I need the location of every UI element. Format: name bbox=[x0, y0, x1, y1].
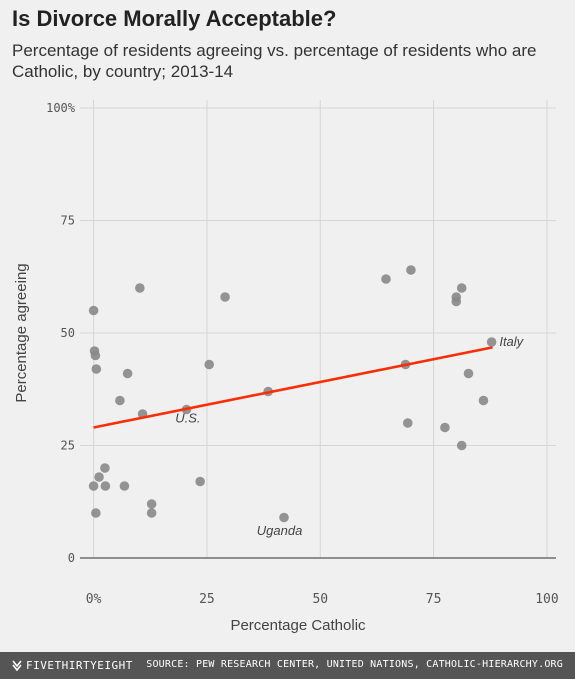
footer-bar: FIVETHIRTYEIGHT SOURCE: PEW RESEARCH CEN… bbox=[0, 652, 575, 679]
data-point bbox=[122, 368, 133, 379]
data-point bbox=[90, 350, 101, 361]
annotation-label: Uganda bbox=[257, 523, 303, 538]
data-point bbox=[119, 481, 130, 491]
trend-line bbox=[93, 346, 493, 429]
data-point bbox=[94, 472, 104, 482]
x-tick-label: 100 bbox=[535, 592, 558, 607]
data-point bbox=[279, 512, 289, 523]
source-note: SOURCE: PEW RESEARCH CENTER, UNITED NATI… bbox=[146, 659, 563, 670]
data-point bbox=[451, 292, 462, 302]
data-point bbox=[100, 481, 111, 491]
data-point bbox=[486, 337, 497, 347]
data-point bbox=[456, 283, 467, 293]
data-point bbox=[91, 508, 101, 518]
brand-label: FIVETHIRTYEIGHT bbox=[26, 659, 133, 672]
annotation-label: Italy bbox=[499, 334, 524, 349]
annotations: Italy U.S. Uganda bbox=[175, 334, 524, 538]
axes: 0 25 50 75 100% 0% 25 50 75 100 Percentage Catholi… bbox=[13, 101, 559, 634]
data-point bbox=[463, 368, 474, 379]
data-point bbox=[402, 418, 413, 428]
x-tick-label: 0% bbox=[86, 592, 102, 607]
annotation-label: U.S. bbox=[175, 411, 200, 426]
data-point bbox=[88, 305, 99, 316]
data-point bbox=[88, 481, 99, 491]
data-point bbox=[406, 265, 416, 275]
data-point bbox=[91, 364, 102, 374]
chart-subtitle: Percentage of residents agreeing vs. per… bbox=[12, 41, 537, 81]
data-point bbox=[204, 359, 214, 370]
data-point bbox=[195, 476, 205, 487]
data-point bbox=[440, 422, 450, 433]
data-point bbox=[146, 508, 157, 518]
data-point bbox=[381, 274, 391, 284]
data-point bbox=[456, 440, 467, 451]
chart-title: Is Divorce Morally Acceptable? bbox=[12, 6, 337, 31]
x-axis-label: Percentage Catholic bbox=[230, 617, 366, 634]
y-tick-label: 0 bbox=[68, 551, 75, 565]
y-tick-label: 100% bbox=[46, 101, 76, 115]
x-tick-label: 50 bbox=[312, 592, 328, 607]
x-tick-label: 25 bbox=[199, 592, 215, 607]
y-tick-label: 75 bbox=[61, 214, 75, 228]
scatter-chart: 0 25 50 75 100% 0% 25 50 75 100 Percentage Catholi… bbox=[13, 100, 559, 634]
y-axis-label: Percentage agreeing bbox=[13, 263, 30, 402]
y-tick-label: 25 bbox=[61, 439, 75, 453]
trend-line-group bbox=[93, 346, 493, 429]
x-tick-label: 75 bbox=[426, 592, 442, 607]
data-point bbox=[100, 463, 110, 473]
data-point bbox=[146, 499, 157, 509]
data-point bbox=[135, 283, 145, 293]
y-tick-label: 50 bbox=[61, 326, 75, 340]
fivethirtyeight-logo-icon bbox=[12, 660, 22, 671]
data-point bbox=[220, 292, 230, 302]
data-points bbox=[88, 265, 497, 523]
data-point bbox=[115, 395, 125, 406]
brand[interactable]: FIVETHIRTYEIGHT bbox=[12, 659, 133, 672]
grid-lines bbox=[80, 100, 556, 558]
data-point bbox=[478, 395, 489, 406]
